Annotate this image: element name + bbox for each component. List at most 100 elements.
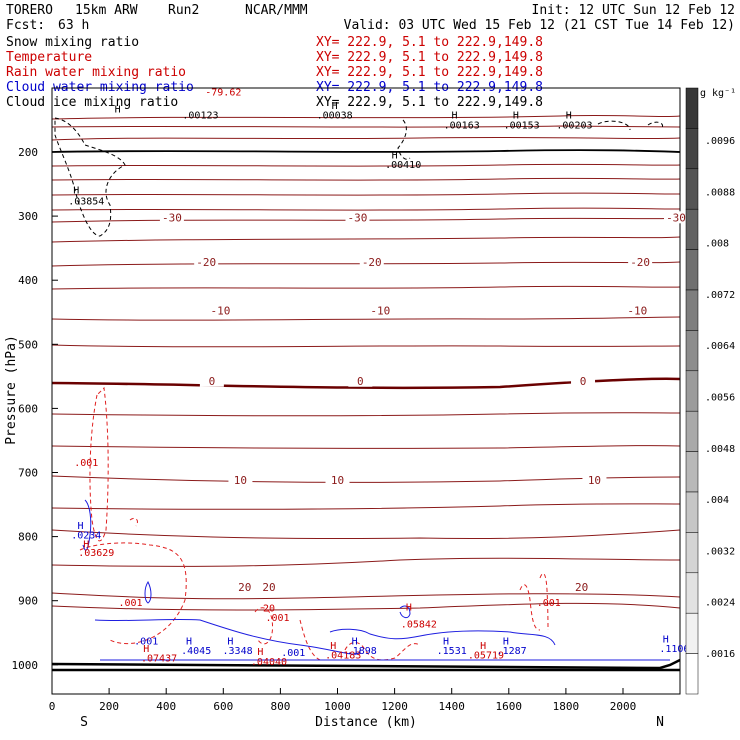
isotherm-label-bg: [625, 304, 650, 317]
isotherm-label: 20: [262, 581, 275, 594]
colorbar-swatch: [685, 128, 699, 170]
isotherm-label: 20: [575, 581, 588, 594]
isotherm-labels: -30 -30 -30 -20 -20 -20 -10 -10 -10 0 0 0 10 10 10 20 20…: [159, 211, 688, 594]
value-label: .00153: [504, 120, 540, 131]
colorbar-tick-label: .0064: [705, 341, 735, 352]
cloud-water-contour: [94, 618, 361, 655]
value-label: 20: [263, 604, 275, 615]
isotherm-label-bg: [569, 581, 594, 594]
colorbar-tick-label: .0016: [705, 649, 735, 660]
isotherm-line: [51, 125, 681, 128]
header: TORERO 15km ARW Run2 NCAR/MMM Init: 12 U…: [6, 3, 735, 33]
isotherm-label-bg: [159, 211, 184, 224]
value-label: H: [332, 101, 338, 112]
value-label: .001: [74, 458, 98, 469]
value-label: .001: [537, 598, 561, 609]
x-axis: 0 200 400 600 800 1000 1200 1400 1600 1800 2000: [49, 688, 637, 713]
isotherm-line: [51, 207, 681, 211]
cloud-water-contour: [399, 605, 411, 619]
colorbar-tick-label: .0048: [705, 444, 735, 455]
value-label: .3348: [223, 646, 253, 657]
isotherm-line: [51, 475, 681, 483]
value-label: .00203: [556, 120, 592, 131]
axis-end-south: S: [80, 715, 88, 730]
field-legend: Snow mixing ratio XY= 222.9, 5.1 to 222.…: [6, 35, 543, 110]
x-tick-label: 600: [213, 700, 233, 713]
isotherm-label-bg: [582, 474, 607, 487]
isotherm-label-bg: [345, 211, 370, 224]
colorbar-swatch: [685, 653, 699, 695]
x-tick-label: 200: [99, 700, 119, 713]
isotherm-label-bg: [208, 304, 233, 317]
value-label: H: [143, 644, 149, 655]
value-label: H: [663, 634, 669, 645]
x-tick-label: 1600: [496, 700, 523, 713]
isotherm-label: -10: [211, 304, 231, 317]
rain-contour: [519, 584, 541, 631]
forecast-hours: 63 h: [58, 18, 89, 33]
x-tick-label: 800: [270, 700, 290, 713]
isotherm-label: -30: [162, 211, 182, 224]
isotherm-label-bg: [228, 474, 253, 487]
ice-contours: [54, 117, 664, 237]
colorbar-tick-label: .008: [705, 239, 729, 250]
colorbar-swatch: [685, 410, 699, 452]
colorbar-tick-label: .0072: [705, 290, 735, 301]
colorbar-tick-label: .004: [705, 495, 729, 506]
value-label: H: [513, 111, 519, 122]
isotherm-label: -10: [370, 304, 390, 317]
isotherm-line: [51, 316, 681, 321]
value-label: .03854: [68, 197, 104, 208]
y-tick-label: 200: [18, 146, 38, 159]
cloud-water-contour: [329, 628, 556, 646]
field-xy: XY= 222.9, 5.1 to 222.9,149.8: [316, 65, 543, 80]
value-label: H: [186, 636, 192, 647]
isotherm-line: [51, 503, 681, 510]
y-tick-label: 400: [18, 274, 38, 287]
isotherm-label: 0: [209, 375, 216, 388]
value-label: H: [115, 104, 121, 115]
isotherm-contours: [51, 114, 681, 611]
y-tick-label: 700: [18, 467, 38, 480]
y-tick-label: 500: [18, 338, 38, 351]
isotherm-label-bg: [664, 211, 688, 224]
isotherm-label-bg: [199, 374, 224, 387]
value-label: H: [503, 636, 509, 647]
colorbar-unit: g kg⁻¹: [700, 88, 736, 99]
isotherm-label: 20: [238, 581, 251, 594]
value-label: H: [480, 641, 486, 652]
field-name: Rain water mixing ratio: [6, 65, 186, 80]
value-label: .1106: [659, 644, 689, 655]
colorbar-swatch: [685, 168, 699, 210]
x-tick-label: 400: [156, 700, 176, 713]
colorbar-swatch: [685, 612, 699, 654]
value-label: H: [566, 111, 572, 122]
value-label: .1531: [437, 646, 467, 657]
x-axis-label: Distance (km): [315, 715, 417, 730]
isotherm-line: [51, 557, 681, 567]
valid-time: Valid: 03 UTC Wed 15 Feb 12 (21 CST Tue …: [344, 18, 735, 33]
ground: [51, 658, 681, 672]
y-axis: 200 300 400 500 600 700 800 900 1000: [12, 146, 58, 672]
rain-contour: [539, 573, 549, 631]
colorbar-swatch: [685, 572, 699, 614]
isotherm-line: [51, 445, 681, 449]
cloud-water-contours: [82, 499, 670, 661]
field-name: Temperature: [6, 50, 92, 65]
x-tick-label: 1000: [324, 700, 351, 713]
ice-contour: [647, 121, 664, 129]
isotherm-label: -30: [666, 211, 686, 224]
value-label: H: [392, 150, 398, 161]
colorbar-tick-label: .0056: [705, 393, 735, 404]
value-label: .4045: [181, 646, 211, 657]
field-xy: XY= 222.9, 5.1 to 222.9,149.8: [316, 35, 543, 50]
value-label: .001: [118, 598, 142, 609]
isotherm-line: [51, 592, 681, 600]
isotherm-label: 10: [234, 474, 247, 487]
colorbar-swatch: [685, 330, 699, 372]
isotherm-label: -30: [348, 211, 368, 224]
model-name: TORERO: [6, 3, 53, 18]
x-tick-label: 2000: [610, 700, 637, 713]
